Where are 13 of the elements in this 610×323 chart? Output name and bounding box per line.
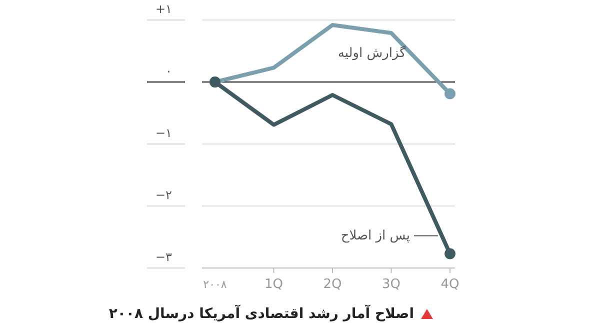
y-tick-label: −۱ bbox=[156, 126, 172, 140]
y-tick-label: −۳ bbox=[156, 250, 173, 264]
y-tick-label: ۰ bbox=[166, 64, 172, 78]
x-tick-label: 2Q bbox=[323, 277, 342, 292]
y-tick-label: +۱ bbox=[156, 2, 172, 16]
x-tick-label: 4Q bbox=[440, 277, 460, 292]
x-tick-label: ۲۰۰۸ bbox=[203, 278, 227, 291]
text: پس از اصلاح bbox=[340, 228, 410, 244]
y-tick-label: −۲ bbox=[156, 188, 172, 202]
x-tick-label: 1Q bbox=[264, 277, 284, 292]
text: اصلاح آمار رشد اقتصادی آمریکا درسال ۲۰۰۸ bbox=[108, 304, 414, 322]
series-label: گزارش اولیه bbox=[338, 45, 407, 62]
x-tick-label: 3Q bbox=[382, 277, 401, 292]
